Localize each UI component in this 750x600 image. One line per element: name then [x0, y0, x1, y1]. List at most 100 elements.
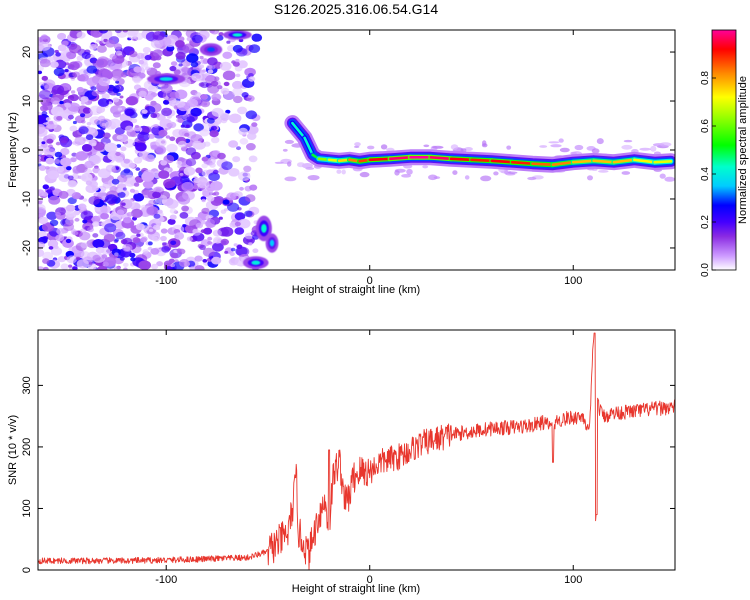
noise-speckle: [46, 211, 58, 220]
noise-speckle: [192, 229, 201, 236]
noise-speckle: [165, 266, 173, 270]
noise-speckle: [213, 191, 220, 196]
noise-speckle: [117, 191, 126, 198]
noise-speckle: [57, 32, 67, 40]
noise-speckle: [237, 218, 251, 229]
noise-speckle: [49, 186, 55, 191]
noise-speckle: [211, 256, 222, 265]
y-tick-label: 0: [21, 147, 33, 153]
noise-speckle: [76, 31, 86, 39]
noise-speckle: [341, 169, 346, 175]
noise-speckle: [162, 90, 176, 101]
noise-speckle: [201, 198, 206, 203]
noise-speckle: [149, 228, 154, 232]
noise-speckle: [81, 119, 86, 124]
noise-speckle: [226, 192, 237, 201]
noise-speckle: [46, 189, 53, 195]
noise-speckle: [100, 222, 105, 226]
noise-speckle: [222, 51, 233, 59]
snr-chart: -100 0 100 0 100 200 300 Height of straight l…: [7, 329, 676, 595]
noise-speckle: [139, 237, 147, 243]
ridge-segment-core: [490, 159, 514, 164]
noise-speckle: [97, 98, 110, 107]
noise-speckle: [212, 169, 219, 175]
noise-speckle: [450, 144, 459, 150]
noise-speckle: [42, 102, 53, 111]
noise-speckle: [123, 262, 129, 267]
noise-speckle: [102, 70, 113, 79]
noise-speckle: [138, 260, 151, 270]
noise-speckle: [130, 118, 138, 124]
noise-speckle: [153, 224, 161, 231]
noise-speckle: [85, 134, 94, 141]
noise-speckle: [207, 57, 218, 66]
noise-speckle: [74, 136, 86, 145]
colorbar-tick-label: 0.0: [700, 263, 711, 277]
noise-speckle: [116, 135, 123, 140]
noise-speckle: [244, 210, 253, 217]
ridge-segment-core: [303, 136, 315, 157]
x-tick-label: 100: [564, 574, 582, 586]
noise-speckle: [200, 99, 211, 108]
noise-speckle: [45, 157, 55, 165]
noise-speckle: [89, 105, 102, 116]
noise-speckle: [132, 237, 141, 244]
noise-speckle: [81, 101, 85, 105]
noise-speckle: [185, 158, 197, 167]
noise-speckle: [176, 115, 183, 121]
noise-speckle: [142, 47, 151, 54]
noise-speckle: [190, 107, 202, 117]
noise-speckle: [111, 178, 120, 185]
spectrogram-y-axis: -20 -10 0 10 20: [21, 46, 675, 256]
noise-speckle: [101, 247, 111, 255]
noise-speckle: [166, 143, 178, 153]
x-tick-label: 0: [367, 275, 373, 287]
noise-speckle: [116, 174, 128, 183]
noise-speckle: [123, 216, 132, 224]
noise-speckle: [153, 213, 161, 219]
spectrogram-x-axis: -100 0 100: [155, 30, 582, 287]
noise-speckle: [131, 75, 141, 83]
noise-speckle: [428, 174, 438, 181]
noise-speckle: [68, 264, 73, 268]
noise-speckle: [145, 154, 155, 162]
noise-speckle: [86, 65, 98, 74]
noise-speckle: [133, 157, 143, 164]
noise-speckle: [232, 87, 243, 97]
noise-speckle: [50, 97, 61, 105]
noise-speckle: [154, 55, 162, 61]
noise-speckle: [165, 135, 171, 139]
noise-speckle: [235, 73, 241, 78]
ridge-segment-core: [368, 157, 392, 162]
noise-speckle: [177, 140, 187, 148]
noise-speckle: [87, 226, 94, 233]
noise-speckle: [507, 171, 518, 174]
noise-speckle: [203, 227, 213, 235]
noise-speckle: [44, 148, 56, 158]
noise-speckle: [527, 176, 537, 181]
noise-speckle: [173, 69, 181, 75]
noise-speckle: [233, 95, 243, 104]
noise-speckle: [102, 132, 111, 139]
noise-speckle: [174, 232, 185, 240]
noise-speckle: [245, 194, 256, 203]
noise-speckle: [65, 238, 72, 244]
noise-speckle: [152, 62, 161, 69]
noise-speckle: [185, 124, 190, 128]
signal-blob: [232, 33, 243, 37]
noise-speckle: [203, 141, 211, 147]
ridge-segment-core: [632, 158, 656, 164]
noise-speckle: [156, 261, 164, 267]
noise-speckle: [157, 209, 163, 214]
noise-speckle: [248, 44, 261, 53]
noise-speckle: [199, 129, 210, 137]
noise-speckle: [307, 175, 320, 181]
noise-speckle: [104, 223, 117, 233]
noise-speckle: [87, 219, 92, 223]
noise-speckle: [141, 171, 155, 182]
noise-speckle: [124, 177, 137, 187]
noise-speckle: [48, 144, 53, 149]
noise-speckle: [135, 142, 147, 152]
noise-speckle: [86, 121, 92, 126]
